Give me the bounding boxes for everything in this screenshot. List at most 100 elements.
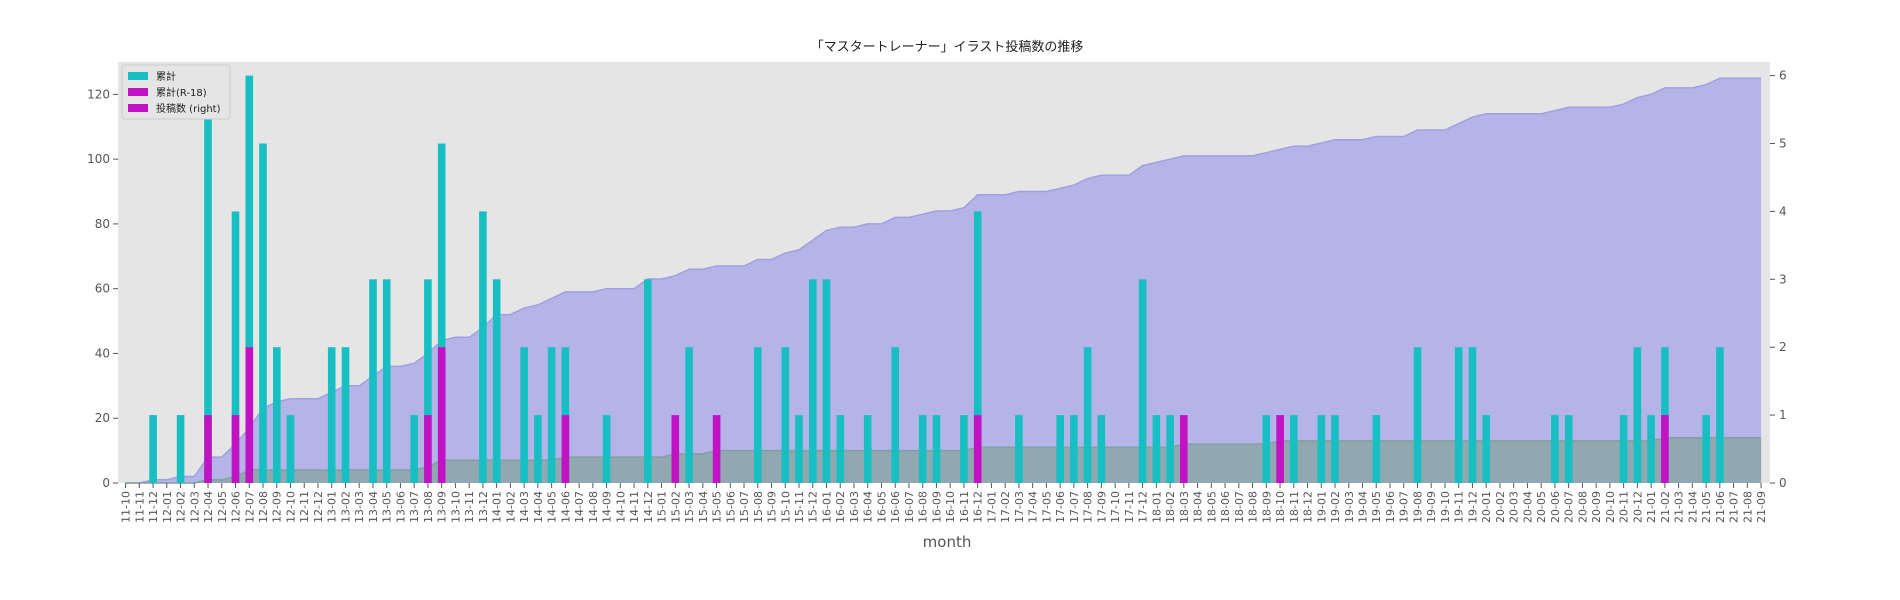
bar-posts-14-04 — [534, 415, 542, 483]
bar-posts-17-07 — [1070, 415, 1078, 483]
y2-tick-label-3: 3 — [1779, 272, 1787, 286]
legend-label-2: 投稿数 (right) — [156, 102, 221, 115]
bar-posts-r18-12-04 — [204, 415, 212, 483]
x-tick-label-20-12: 20-12 — [1631, 491, 1644, 523]
x-tick-label-16-03: 16-03 — [848, 491, 861, 523]
legend-label-1: 累計(R-18) — [156, 86, 207, 99]
bar-posts-16-09 — [932, 415, 941, 483]
bar-posts-r18-15-02 — [671, 415, 680, 483]
bar-posts-12-02 — [176, 415, 185, 483]
x-tick-label-15-11: 15-11 — [793, 491, 806, 523]
bar-posts-20-06 — [1551, 415, 1559, 483]
x-tick-label-13-10: 13-10 — [449, 491, 462, 523]
legend-swatch-1 — [128, 88, 148, 96]
bar-posts-16-02 — [836, 415, 845, 483]
x-tick-label-11-12: 11-12 — [147, 491, 160, 523]
bar-posts-r18-13-09 — [437, 347, 446, 483]
bar-posts-16-06 — [891, 347, 899, 483]
y-tick-label-60: 60 — [95, 282, 110, 296]
bar-posts-20-07 — [1564, 415, 1573, 483]
bar-posts-17-08 — [1083, 347, 1092, 483]
bar-posts-19-05 — [1372, 415, 1381, 483]
x-tick-label-16-12: 16-12 — [972, 491, 985, 523]
x-tick-label-12-12: 12-12 — [312, 491, 325, 523]
x-tick-label-20-02: 20-02 — [1494, 491, 1507, 523]
y-tick-label-80: 80 — [95, 217, 110, 231]
x-tick-label-16-11: 16-11 — [958, 491, 971, 523]
bar-posts-17-06 — [1056, 415, 1064, 483]
x-tick-label-21-07: 21-07 — [1728, 491, 1741, 523]
y2-tick-label-1: 1 — [1779, 408, 1787, 422]
bar-posts-16-04 — [863, 415, 872, 483]
x-tick-label-13-05: 13-05 — [381, 491, 394, 523]
bar-posts-18-02 — [1166, 415, 1174, 483]
bar-posts-r18-21-02 — [1661, 415, 1669, 483]
x-tick-label-21-05: 21-05 — [1700, 491, 1713, 523]
x-tick-label-14-09: 14-09 — [601, 491, 614, 523]
bar-posts-14-03 — [520, 347, 528, 483]
bar-posts-18-09 — [1262, 415, 1271, 483]
x-tick-label-15-03: 15-03 — [683, 491, 696, 523]
x-tick-label-17-07: 17-07 — [1068, 491, 1081, 523]
bar-posts-18-01 — [1152, 415, 1161, 483]
x-tick-label-14-05: 14-05 — [546, 491, 559, 523]
x-tick-label-13-12: 13-12 — [477, 491, 490, 523]
bar-posts-20-01 — [1482, 415, 1490, 483]
bar-posts-r18-16-12 — [973, 415, 982, 483]
x-tick-label-13-09: 13-09 — [436, 491, 449, 523]
y2-tick-label-5: 5 — [1779, 136, 1787, 150]
bar-posts-18-11 — [1290, 415, 1298, 483]
bar-posts-r18-13-08 — [424, 415, 432, 483]
x-tick-label-13-01: 13-01 — [326, 491, 339, 523]
bar-posts-13-07 — [410, 415, 418, 483]
x-tick-label-16-01: 16-01 — [821, 491, 834, 523]
bar-posts-19-02 — [1331, 415, 1339, 483]
x-tick-label-17-03: 17-03 — [1013, 491, 1026, 523]
x-tick-label-18-09: 18-09 — [1260, 491, 1273, 523]
x-tick-label-21-09: 21-09 — [1755, 491, 1768, 523]
bar-posts-19-11 — [1454, 347, 1463, 483]
x-tick-label-18-07: 18-07 — [1233, 491, 1246, 523]
x-tick-label-19-03: 19-03 — [1343, 491, 1356, 523]
bar-posts-15-12 — [809, 279, 817, 483]
x-tick-label-12-09: 12-09 — [271, 491, 284, 523]
x-tick-label-19-11: 19-11 — [1453, 491, 1466, 523]
x-tick-label-14-07: 14-07 — [573, 491, 586, 523]
x-tick-label-11-11: 11-11 — [133, 491, 146, 523]
bar-posts-13-02 — [341, 347, 350, 483]
x-tick-label-19-01: 19-01 — [1315, 491, 1328, 523]
x-tick-label-17-10: 17-10 — [1109, 491, 1122, 523]
x-tick-label-14-10: 14-10 — [614, 491, 627, 523]
bar-posts-r18-18-03 — [1180, 415, 1188, 483]
bar-posts-20-11 — [1619, 415, 1628, 483]
x-tick-label-19-05: 19-05 — [1370, 491, 1383, 523]
bar-layer — [149, 75, 1724, 483]
x-tick-label-18-02: 18-02 — [1164, 491, 1177, 523]
x-tick-label-12-04: 12-04 — [202, 491, 215, 523]
x-tick-label-18-10: 18-10 — [1274, 491, 1287, 523]
x-tick-label-19-10: 19-10 — [1439, 491, 1452, 523]
y-tick-label-100: 100 — [87, 152, 110, 166]
bar-posts-12-07 — [245, 75, 254, 483]
x-tick-label-18-01: 18-01 — [1150, 491, 1163, 523]
x-tick-label-21-02: 21-02 — [1659, 491, 1672, 523]
bar-posts-19-08 — [1413, 347, 1422, 483]
bar-posts-19-12 — [1468, 347, 1477, 483]
x-tick-label-12-07: 12-07 — [243, 491, 256, 523]
x-tick-label-18-05: 18-05 — [1205, 491, 1218, 523]
x-tick-label-14-12: 14-12 — [642, 491, 655, 523]
x-tick-label-17-08: 17-08 — [1082, 491, 1095, 523]
bar-posts-21-01 — [1647, 415, 1655, 483]
bar-posts-13-01 — [327, 347, 336, 483]
area-total-line — [125, 77, 1762, 484]
x-tick-label-16-08: 16-08 — [917, 491, 930, 523]
x-tick-label-16-06: 16-06 — [889, 491, 902, 523]
y-tick-label-120: 120 — [87, 87, 110, 101]
y2-tick-label-4: 4 — [1779, 204, 1787, 218]
x-tick-label-20-10: 20-10 — [1604, 491, 1617, 523]
bar-posts-15-11 — [795, 415, 803, 483]
bar-posts-13-12 — [479, 211, 487, 483]
